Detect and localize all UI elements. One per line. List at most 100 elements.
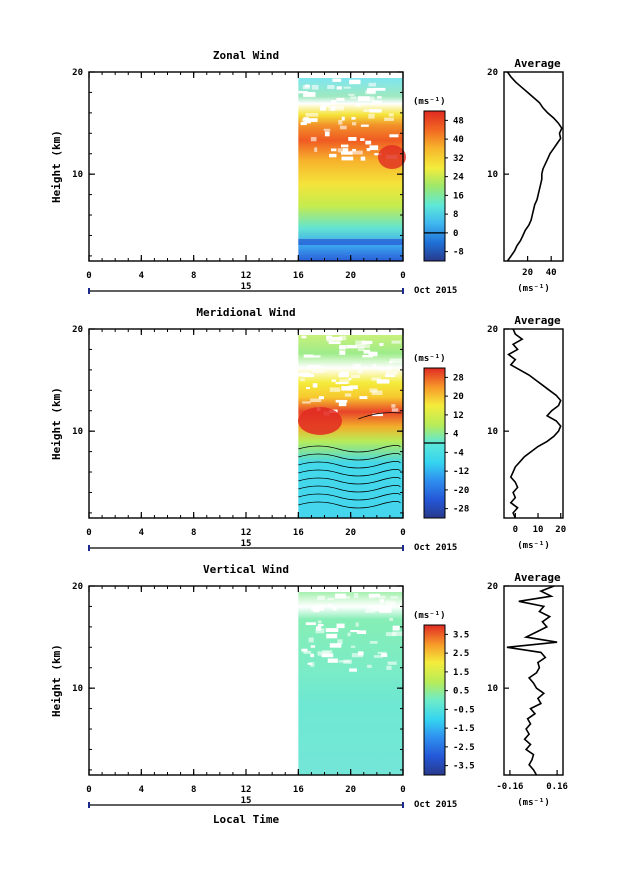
coverage-gap — [325, 628, 339, 632]
coverage-gap — [377, 651, 387, 655]
y-tick-label: 20 — [72, 582, 83, 592]
coverage-gap — [339, 371, 349, 376]
coverage-gap — [350, 645, 356, 648]
coverage-gap — [332, 606, 337, 611]
coverage-gap — [302, 401, 311, 404]
coverage-gap — [300, 122, 307, 126]
max-core — [378, 145, 406, 169]
colorbar-tick-label: 3.5 — [453, 630, 469, 640]
day-label: 15 — [241, 539, 252, 549]
x-tick-label: 0 — [86, 271, 91, 281]
colorbar-tick-label: -8 — [453, 248, 464, 258]
coverage-gap — [365, 606, 379, 612]
coverage-gap — [352, 122, 357, 126]
coverage-gap — [348, 93, 355, 96]
coverage-gap — [379, 342, 384, 346]
coverage-gap — [303, 91, 316, 97]
zero-contour — [358, 412, 402, 420]
colorbar-tick-label: 12 — [453, 411, 464, 421]
x-tick-label: 4 — [139, 785, 145, 795]
coverage-gap — [335, 399, 348, 403]
coverage-gap — [327, 85, 335, 90]
colorbar-tick-label: 8 — [453, 210, 458, 220]
coverage-gap — [373, 607, 380, 612]
colorbar-tick-label: 20 — [453, 392, 464, 402]
y-tick-label: 10 — [72, 684, 83, 694]
coverage-gap — [340, 151, 353, 155]
coverage-gap — [303, 354, 314, 358]
coverage-gap — [310, 653, 315, 658]
profile-unit: (ms⁻¹) — [517, 798, 550, 808]
colorbar-tick-label: 16 — [453, 191, 464, 201]
coverage-gap — [310, 355, 321, 358]
coverage-gap — [365, 140, 372, 145]
x-tick-label: 8 — [191, 785, 196, 795]
coverage-gap — [331, 379, 337, 382]
colorbar-tick-label: 0 — [453, 229, 458, 239]
profile-x-tick-label: 0.16 — [546, 782, 568, 792]
coverage-gap — [350, 374, 360, 379]
profile-unit: (ms⁻¹) — [517, 541, 550, 551]
colorbar-tick-label: 48 — [453, 116, 464, 126]
coverage-gap — [312, 370, 325, 373]
coverage-gap — [348, 378, 352, 381]
coverage-gap — [332, 78, 342, 82]
coverage-gap — [330, 100, 337, 105]
profile-line — [506, 71, 563, 262]
zero-contour — [298, 461, 401, 469]
coverage-gap — [320, 106, 327, 111]
coverage-gap — [366, 88, 376, 94]
coverage-gap — [386, 665, 392, 670]
coverage-gap — [372, 100, 382, 103]
coverage-gap — [356, 630, 367, 635]
coverage-gap — [327, 658, 338, 663]
coverage-gap — [379, 599, 385, 603]
coverage-gap — [385, 371, 398, 376]
zero-contour — [298, 477, 401, 485]
coverage-gap — [369, 109, 381, 113]
x-tick-label: 8 — [191, 271, 196, 281]
profile-title: Average — [514, 571, 561, 584]
coverage-gap — [350, 630, 359, 633]
coverage-gap — [343, 659, 352, 664]
coverage-gap — [387, 661, 397, 665]
coverage-gap — [386, 365, 393, 370]
x-tick-label: 4 — [139, 528, 145, 538]
profile-x-tick-label: 40 — [546, 268, 557, 278]
max-core — [298, 407, 342, 435]
coverage-gap — [369, 641, 378, 644]
coverage-gap — [338, 401, 347, 407]
profile-y-tick-label: 10 — [487, 427, 498, 437]
coverage-gap — [311, 84, 319, 90]
coverage-gap — [328, 341, 341, 345]
x-tick-label: 16 — [293, 785, 304, 795]
coverage-gap — [368, 113, 375, 119]
coverage-gap — [368, 96, 375, 102]
zero-contour — [298, 501, 401, 509]
coverage-gap — [349, 150, 363, 155]
x-tick-label: 0 — [400, 785, 405, 795]
low-band — [298, 239, 403, 245]
x-tick-label: 0 — [86, 785, 91, 795]
panel-title: Zonal Wind — [213, 49, 279, 62]
coverage-gap — [339, 624, 345, 627]
coverage-gap — [337, 639, 343, 645]
x-tick-label: 0 — [400, 271, 405, 281]
coverage-gap — [329, 153, 337, 158]
x-tick-label: 12 — [241, 271, 252, 281]
coverage-gap — [351, 653, 364, 658]
coverage-gap — [376, 96, 382, 99]
coverage-gap — [305, 112, 319, 117]
coverage-gap — [371, 377, 382, 381]
day-label: 15 — [241, 282, 252, 292]
coverage-gap — [374, 153, 382, 156]
coverage-gap — [352, 363, 361, 369]
zero-contour — [298, 453, 401, 461]
x-tick-label: 0 — [86, 528, 91, 538]
coverage-gap — [369, 145, 379, 151]
coverage-gap — [319, 604, 323, 607]
y-tick-label: 10 — [72, 427, 83, 437]
x-tick-label: 12 — [241, 785, 252, 795]
y-tick-label: 20 — [72, 68, 83, 78]
